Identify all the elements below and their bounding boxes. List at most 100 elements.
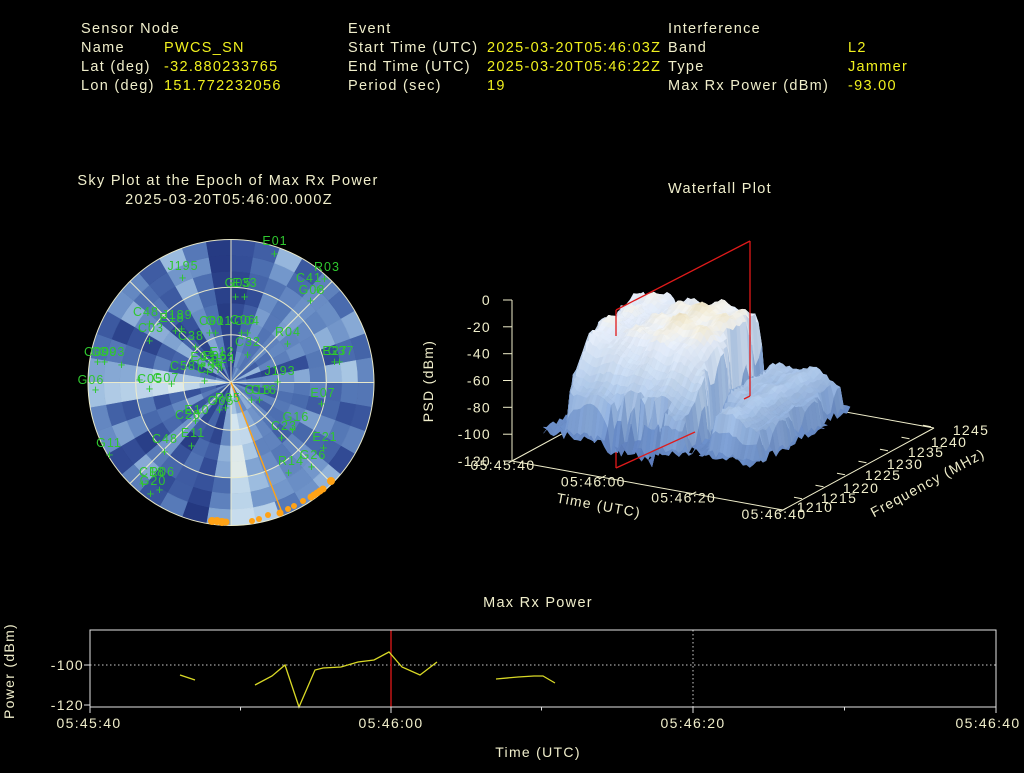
svg-text:+: + (271, 246, 280, 261)
svg-text:151.772232056: 151.772232056 (164, 78, 282, 94)
svg-text:G06: G06 (78, 373, 105, 387)
svg-text:E18: E18 (159, 311, 184, 325)
svg-text:Name: Name (81, 40, 125, 56)
svg-text:-93.00: -93.00 (848, 78, 897, 94)
svg-text:J189: J189 (161, 308, 192, 322)
svg-text:E27: E27 (322, 344, 347, 358)
svg-text:2025-03-20T05:46:22Z: 2025-03-20T05:46:22Z (487, 59, 661, 75)
svg-text:+: + (139, 476, 148, 491)
svg-text:05:46:40: 05:46:40 (742, 506, 807, 522)
svg-text:C06: C06 (230, 313, 256, 327)
svg-text:+: + (118, 357, 127, 372)
svg-text:0: 0 (482, 292, 491, 308)
svg-text:+: + (106, 447, 115, 462)
svg-text:J195: J195 (167, 259, 198, 273)
svg-text:+: + (256, 392, 265, 407)
svg-text:1230: 1230 (887, 456, 923, 472)
svg-text:+: + (206, 325, 215, 340)
svg-text:E07: E07 (310, 386, 335, 400)
svg-text:C23: C23 (271, 419, 297, 433)
svg-text:G05: G05 (225, 276, 252, 290)
svg-text:+: + (210, 358, 219, 373)
svg-text:G09: G09 (91, 345, 118, 359)
svg-text:Waterfall Plot: Waterfall Plot (668, 181, 772, 197)
svg-text:J193: J193 (264, 364, 295, 378)
svg-text:2025-03-20T05:46:00.000Z: 2025-03-20T05:46:00.000Z (125, 192, 333, 208)
svg-text:C37: C37 (197, 362, 223, 376)
svg-text:+: + (232, 289, 241, 304)
svg-text:Lon (deg): Lon (deg) (81, 78, 155, 94)
svg-text:+: + (94, 354, 103, 369)
svg-text:+: + (284, 336, 293, 351)
svg-text:+: + (198, 358, 207, 373)
svg-text:C05: C05 (137, 372, 163, 386)
svg-text:C58: C58 (170, 359, 196, 373)
svg-text:+: + (320, 440, 329, 455)
svg-text:+: + (244, 347, 253, 362)
svg-text:Interference: Interference (668, 21, 761, 37)
svg-text:C04: C04 (234, 314, 260, 328)
svg-text:Max Rx Power: Max Rx Power (483, 595, 593, 611)
svg-text:+: + (331, 354, 340, 369)
svg-text:G08: G08 (299, 283, 326, 297)
svg-text:G11: G11 (96, 436, 122, 450)
svg-text:C09: C09 (84, 345, 110, 359)
svg-text:05:46:20: 05:46:20 (651, 490, 716, 506)
svg-text:Period (sec): Period (sec) (348, 78, 442, 94)
svg-text:E03: E03 (190, 350, 215, 364)
svg-text:G03: G03 (99, 345, 126, 359)
svg-text:-100: -100 (51, 657, 84, 673)
svg-text:+: + (147, 486, 156, 501)
svg-text:+: + (195, 405, 204, 420)
svg-text:+: + (146, 381, 155, 396)
svg-text:PSD (dBm): PSD (dBm) (420, 340, 436, 423)
svg-text:E11: E11 (181, 426, 205, 440)
svg-text:+: + (307, 293, 316, 308)
svg-text:G18: G18 (245, 383, 272, 397)
svg-text:+: + (321, 271, 330, 286)
svg-text:C38: C38 (178, 329, 204, 343)
svg-text:G01: G01 (206, 314, 233, 328)
svg-text:+: + (314, 282, 323, 297)
svg-text:G05: G05 (208, 394, 235, 408)
svg-text:+: + (168, 376, 177, 391)
svg-text:+: + (188, 438, 197, 453)
svg-text:C03: C03 (138, 321, 164, 335)
svg-text:G20: G20 (140, 474, 167, 488)
svg-text:05:45:40: 05:45:40 (471, 457, 536, 473)
svg-text:Start Time (UTC): Start Time (UTC) (348, 40, 478, 56)
svg-text:05:46:40: 05:46:40 (956, 715, 1021, 731)
svg-text:R04: R04 (275, 325, 301, 339)
svg-text:+: + (146, 316, 155, 331)
svg-text:G16: G16 (283, 410, 310, 424)
svg-text:+: + (278, 430, 287, 445)
svg-text:G37: G37 (328, 344, 355, 358)
svg-text:-120: -120 (51, 697, 84, 713)
svg-text:R06: R06 (149, 465, 175, 479)
svg-text:1215: 1215 (821, 490, 857, 506)
svg-text:E12: E12 (209, 345, 234, 359)
svg-text:1235: 1235 (908, 444, 944, 460)
svg-text:1240: 1240 (931, 434, 967, 450)
svg-text:R03: R03 (314, 260, 340, 274)
svg-text:+: + (201, 373, 210, 388)
svg-text:C41: C41 (296, 271, 322, 285)
svg-text:-80: -80 (467, 399, 491, 415)
svg-text:Jammer: Jammer (848, 59, 908, 75)
svg-text:C18: C18 (139, 465, 165, 479)
svg-text:Power (dBm): Power (dBm) (1, 623, 17, 719)
svg-text:2025-03-20T05:46:03Z: 2025-03-20T05:46:03Z (487, 40, 661, 56)
svg-text:+: + (222, 400, 231, 415)
svg-text:E10: E10 (184, 403, 209, 417)
svg-text:Max Rx Power (dBm): Max Rx Power (dBm) (668, 78, 829, 94)
svg-text:+: + (289, 422, 298, 437)
svg-text:Sensor Node: Sensor Node (81, 21, 180, 37)
svg-text:05:46:00: 05:46:00 (359, 715, 424, 731)
svg-text:Type: Type (668, 59, 705, 75)
svg-text:G26: G26 (300, 448, 327, 462)
svg-text:05:45:40: 05:45:40 (57, 715, 122, 731)
svg-text:C32: C32 (235, 335, 261, 349)
svg-text:L2: L2 (848, 40, 867, 56)
svg-text:+: + (161, 444, 170, 459)
svg-text:+: + (218, 360, 227, 375)
